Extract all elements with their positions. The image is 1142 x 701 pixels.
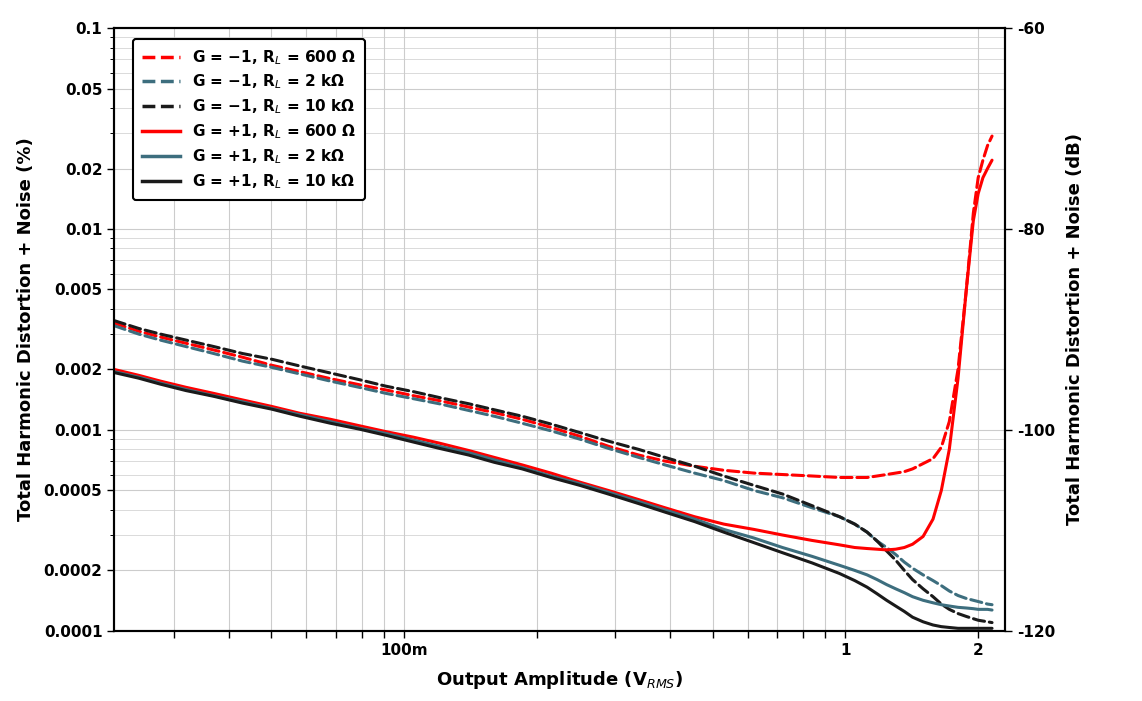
X-axis label: Output Amplitude (V$_{RMS}$): Output Amplitude (V$_{RMS}$): [436, 669, 683, 690]
Y-axis label: Total Harmonic Distortion + Noise (dB): Total Harmonic Distortion + Noise (dB): [1067, 133, 1084, 526]
Legend: G = −1, R$_L$ = 600 Ω, G = −1, R$_L$ = 2 kΩ, G = −1, R$_L$ = 10 kΩ, G = +1, R$_L: G = −1, R$_L$ = 600 Ω, G = −1, R$_L$ = 2…: [132, 39, 365, 200]
Y-axis label: Total Harmonic Distortion + Noise (%): Total Harmonic Distortion + Noise (%): [17, 137, 35, 522]
